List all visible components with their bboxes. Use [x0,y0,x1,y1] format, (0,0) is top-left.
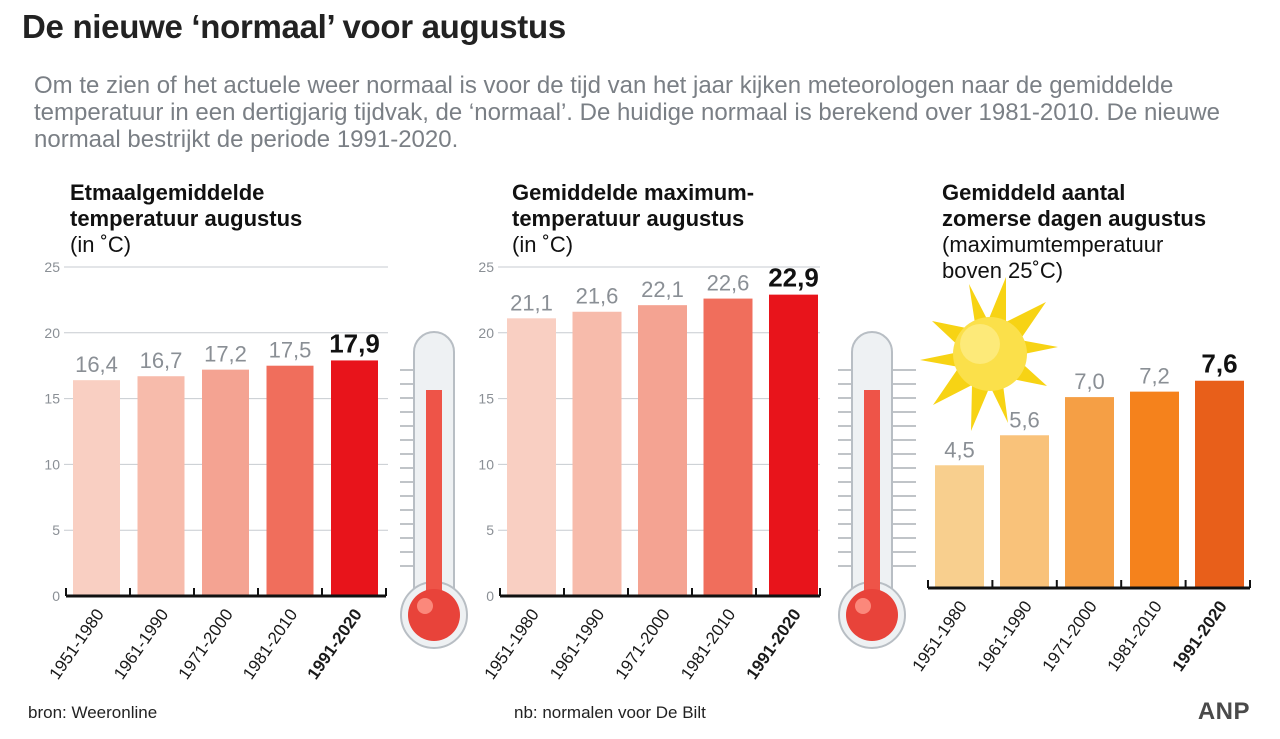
x-tick-label: 1991-2020 [304,605,366,683]
chart-1-title-line-2: temperatuur augustus [70,206,303,231]
chart-2-unit: (in ˚C) [512,232,574,257]
thermometer-icon [400,331,468,649]
chart-3-title-line-2: zomerse dagen augustus [942,206,1207,231]
y-tick-label: 15 [44,391,60,407]
x-tick-label: 1961-1990 [110,605,172,683]
footnote: nb: normalen voor De Bilt [514,703,706,722]
data-label: 16,7 [140,348,183,373]
bar [935,465,984,588]
bar [1130,391,1179,588]
bar [572,311,622,596]
bar [73,380,120,596]
bar [331,360,378,596]
sun-icon [920,277,1058,431]
x-tick-label: 1961-1990 [546,605,608,683]
bar [266,365,314,596]
x-tick-label: 1981-2010 [677,605,739,683]
chart-2: 0 5 10 15 20 25 21,1 1951-1980 21,6 1961-1990 22,1… [478,259,821,683]
x-tick-label: 1971-2000 [175,605,237,683]
y-tick-label: 20 [44,325,60,341]
x-tick-label: 1951-1980 [481,605,543,683]
x-tick-label: 1961-1990 [974,597,1036,675]
chart-3-title-line-1: Gemiddeld aantal [942,180,1126,205]
anp-logo: ANP [1197,698,1250,725]
x-tick-label: 1981-2010 [1104,597,1166,675]
y-tick-label: 10 [44,456,60,472]
x-tick-label: 1971-2000 [612,605,674,683]
bar [202,369,249,596]
chart-1-title-line-1: Etmaalgemiddelde [70,180,265,205]
x-tick-label: 1951-1980 [909,597,971,675]
x-tick-label: 1991-2020 [743,605,805,683]
chart-3-title: Gemiddeld aantal zomerse dagen augustus … [942,180,1206,284]
data-label: 7,2 [1139,364,1170,389]
bar [703,298,753,596]
y-tick-label: 5 [52,522,60,538]
chart-3-subtitle-line-2: boven 25˚C) [942,258,1064,283]
data-label: 7,6 [1201,349,1237,379]
x-tick-label: 1971-2000 [1039,597,1101,675]
data-label: 4,5 [944,437,975,462]
x-tick-label: 1991-2020 [1169,597,1231,675]
chart-2-title-line-1: Gemiddelde maximum- [512,180,755,205]
data-label: 22,1 [641,277,684,302]
intro-text: Om te zien of het actuele weer normaal i… [34,72,1221,153]
data-label: 17,5 [269,338,312,363]
y-tick-label: 25 [44,259,60,275]
bar [1065,397,1114,588]
source-note: bron: Weeronline [28,703,158,722]
thermometer-icon [838,331,916,649]
data-label: 16,4 [75,352,118,377]
data-label: 7,0 [1074,369,1105,394]
y-tick-label: 20 [478,325,494,341]
data-label: 17,2 [204,342,247,367]
y-tick-label: 0 [52,588,60,604]
bar [137,376,185,596]
y-tick-label: 15 [478,391,494,407]
data-label: 5,6 [1009,407,1040,432]
y-tick-label: 0 [486,588,494,604]
chart-3-subtitle-line-1: (maximumtemperatuur [942,232,1164,257]
bar [1000,435,1049,588]
y-tick-label: 5 [486,522,494,538]
chart-2-title-line-2: temperatuur augustus [512,206,745,231]
y-tick-label: 10 [478,456,494,472]
bar [769,294,818,596]
chart-3: 4,5 1951-1980 5,6 1961-1990 7,0 1971-2000 7,2 1… [909,349,1251,675]
chart-1-unit: (in ˚C) [70,232,132,257]
bar [638,305,687,596]
data-label: 17,9 [329,328,380,358]
x-tick-label: 1951-1980 [46,605,108,683]
y-tick-label: 25 [478,259,494,275]
data-label: 21,1 [510,290,553,315]
x-tick-label: 1981-2010 [239,605,301,683]
data-label: 21,6 [576,284,619,309]
chart-1-title: Etmaalgemiddelde temperatuur augustus (i… [70,180,302,258]
chart-2-title: Gemiddelde maximum- temperatuur augustus… [512,180,754,258]
data-label: 22,9 [768,263,819,293]
data-label: 22,6 [707,271,750,296]
bar [1195,380,1244,588]
page-title: De nieuwe ‘normaal’ voor augustus [22,8,566,45]
bar [507,318,556,596]
chart-1: 0 5 10 15 20 25 16,4 1951-1980 16,7 1961-1990 17,2… [44,259,388,683]
